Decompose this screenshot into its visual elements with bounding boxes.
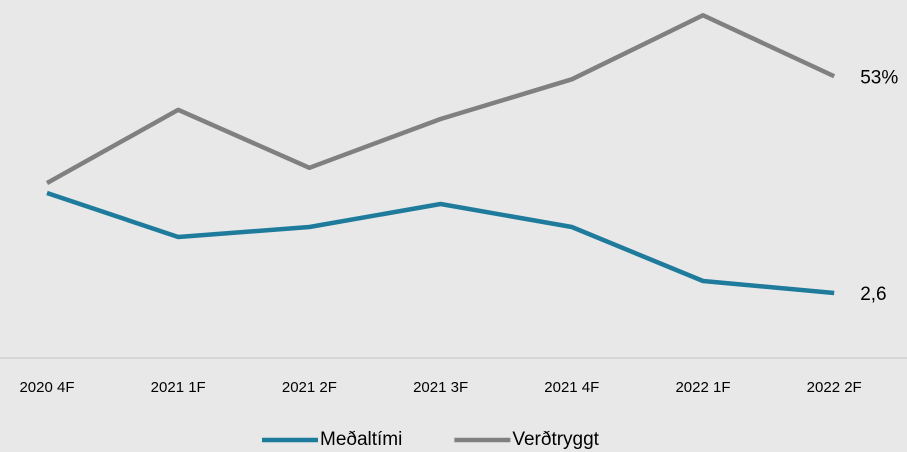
data-label: 2,6: [860, 284, 886, 305]
legend-label: Meðaltími: [320, 429, 402, 450]
line-series: [45, 13, 836, 186]
x-tick-label: 2021 1F: [151, 379, 206, 396]
x-tick-label: 2021 4F: [544, 379, 599, 396]
x-tick-label: 2021 3F: [413, 379, 468, 396]
legend: Meðaltími Verðtryggt: [262, 429, 600, 450]
x-tick-label: 2021 2F: [282, 379, 337, 396]
data-label: 53%: [860, 67, 898, 88]
x-tick-label: 2022 2F: [807, 379, 862, 396]
x-tick-label: 2022 1F: [675, 379, 730, 396]
x-tick-label: 2020 4F: [19, 379, 74, 396]
legend-label: Verðtryggt: [512, 429, 599, 450]
line-series: [46, 190, 835, 296]
